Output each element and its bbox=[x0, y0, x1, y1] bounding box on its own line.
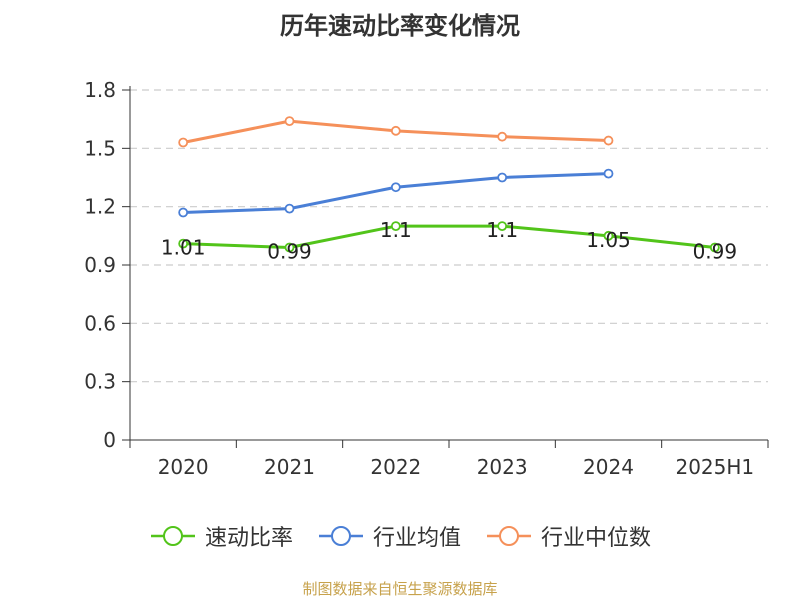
y-tick-label: 0.6 bbox=[84, 311, 116, 335]
data-label: 0.99 bbox=[693, 240, 738, 264]
data-labels: 1.01 0.99 1.1 1.1 1.05 0.99 bbox=[161, 218, 737, 263]
data-point bbox=[709, 242, 720, 253]
y-tick-label: 1.5 bbox=[84, 136, 116, 160]
data-point bbox=[497, 131, 508, 142]
x-tick-label: 2024 bbox=[583, 455, 634, 479]
legend: 速动比率 行业均值 行业中位数 bbox=[0, 520, 800, 552]
data-point bbox=[603, 168, 614, 179]
data-point bbox=[603, 135, 614, 146]
data-label: 1.05 bbox=[586, 228, 631, 252]
data-point bbox=[603, 230, 614, 241]
data-point bbox=[390, 125, 401, 136]
data-label: 1.1 bbox=[486, 218, 518, 242]
y-tick-label: 1.2 bbox=[84, 195, 116, 219]
legend-label: 行业中位数 bbox=[541, 526, 652, 551]
data-label: 0.99 bbox=[267, 240, 312, 264]
series-line-0 bbox=[183, 224, 715, 249]
grid-lines bbox=[130, 89, 768, 383]
data-point bbox=[497, 172, 508, 183]
y-tick-label: 0.3 bbox=[84, 370, 116, 394]
legend-item[interactable]: 行业中位数 bbox=[485, 520, 651, 552]
data-point bbox=[284, 116, 295, 127]
data-point bbox=[284, 203, 295, 214]
legend-item[interactable]: 行业均值 bbox=[317, 520, 461, 552]
data-point bbox=[390, 182, 401, 193]
data-point bbox=[178, 238, 189, 249]
x-tick-label: 2025H1 bbox=[675, 455, 754, 479]
data-label: 1.01 bbox=[161, 236, 206, 260]
data-label: 1.1 bbox=[380, 218, 412, 242]
series-lines bbox=[178, 116, 720, 253]
data-point bbox=[284, 242, 295, 253]
x-tick-label: 2023 bbox=[477, 455, 528, 479]
x-tick-label: 2020 bbox=[158, 455, 209, 479]
legend-swatch bbox=[487, 526, 531, 546]
y-tick-label: 1.8 bbox=[84, 78, 116, 102]
x-tick-label: 2021 bbox=[264, 455, 315, 479]
source-note: 制图数据来自恒生聚源数据库 bbox=[302, 580, 498, 598]
x-tick-label: 2022 bbox=[370, 455, 421, 479]
y-tick-label: 0.9 bbox=[84, 253, 116, 277]
data-point bbox=[178, 207, 189, 218]
legend-swatch bbox=[318, 526, 363, 546]
axes: 0 0.3 0.6 0.9 1.2 1.5 1.8 2020 2021 2022 2023 2024 2… bbox=[84, 78, 769, 479]
y-tick-label: 0 bbox=[103, 428, 116, 452]
data-point bbox=[497, 221, 508, 232]
legend-item[interactable]: 速动比率 bbox=[149, 520, 293, 552]
legend-swatch bbox=[150, 526, 195, 546]
chart-title: 历年速动比率变化情况 bbox=[280, 12, 520, 40]
legend-label: 速动比率 bbox=[204, 526, 293, 551]
legend-label: 行业均值 bbox=[372, 526, 461, 551]
data-point bbox=[178, 137, 189, 148]
data-point bbox=[390, 221, 401, 232]
